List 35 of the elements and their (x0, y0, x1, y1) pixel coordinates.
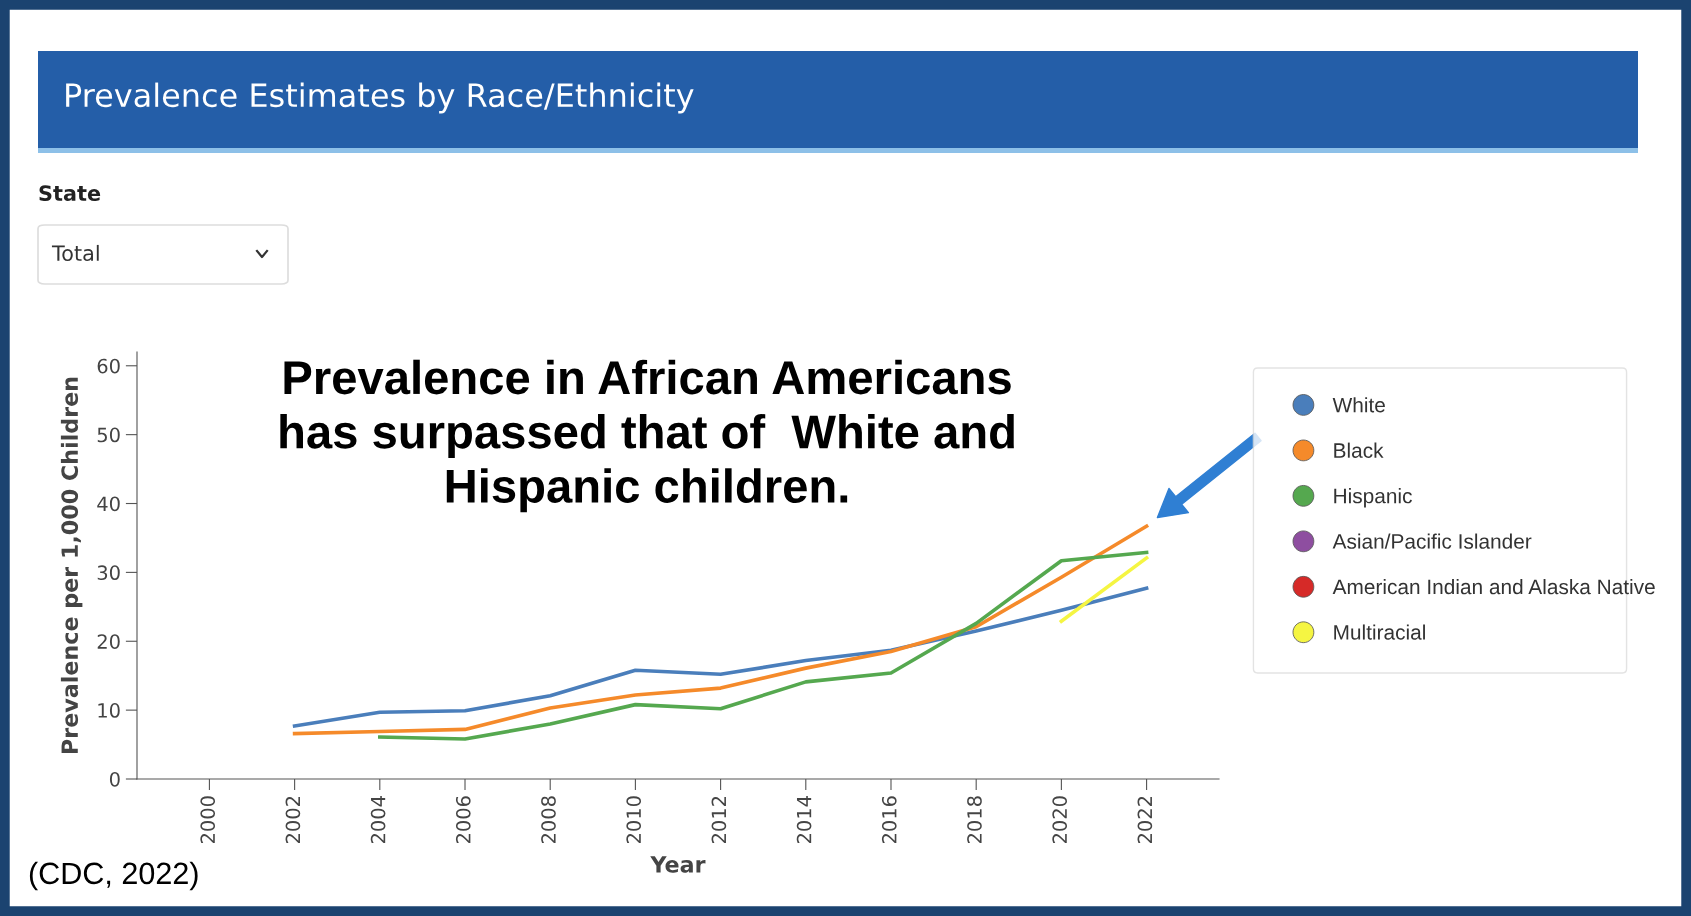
line-series (292, 524, 1149, 736)
line-series (378, 550, 1149, 741)
y-axis-title: Prevalence per 1,000 Children (60, 377, 83, 754)
text: (CDC, 2022) (29, 861, 198, 891)
x-axis-title: Year (650, 856, 706, 873)
legend-label: Multiracial (1334, 624, 1425, 640)
legend-label: Black (1334, 442, 1384, 458)
chart-title: Prevalence Estimates by Race/Ethnicity (66, 82, 694, 114)
line-series (292, 586, 1149, 728)
x-tick-label: 2014 (796, 796, 812, 844)
x-tick-label: 2008 (541, 796, 556, 844)
x-tick-label: 2016 (881, 796, 897, 844)
text: Total (51, 244, 99, 262)
y-tick-label: 50 (97, 427, 120, 443)
y-tick-label: 30 (97, 565, 120, 581)
legend-label: American Indian and Alaska Native (1332, 578, 1655, 595)
y-tick-label: 10 (98, 703, 120, 718)
legend-label: Asian/Pacific Islander (1332, 533, 1532, 549)
annotation: Prevalence in African Americans has surpassed that of White and Hispanic children. (280, 359, 1014, 513)
x-tick-label: 2004 (370, 796, 386, 844)
y-tick-label: 60 (97, 358, 120, 374)
x-tick-label: 2002 (285, 796, 301, 844)
x-tick-label: 2018 (967, 796, 982, 844)
y-tick-label: 0 (109, 771, 120, 787)
y-tick-label: 20 (97, 634, 120, 649)
y-tick-label: 40 (97, 496, 120, 512)
x-tick-label: 2022 (1137, 796, 1153, 844)
legend-label: Hispanic (1334, 488, 1412, 508)
legend-label: White (1332, 397, 1385, 413)
x-tick-label: 2012 (711, 796, 727, 844)
x-tick-label: 2006 (455, 796, 471, 844)
x-tick-label: 2020 (1052, 796, 1068, 844)
text: State (39, 185, 101, 202)
x-tick-label: 2010 (626, 796, 642, 844)
x-tick-label: 2000 (200, 796, 216, 844)
